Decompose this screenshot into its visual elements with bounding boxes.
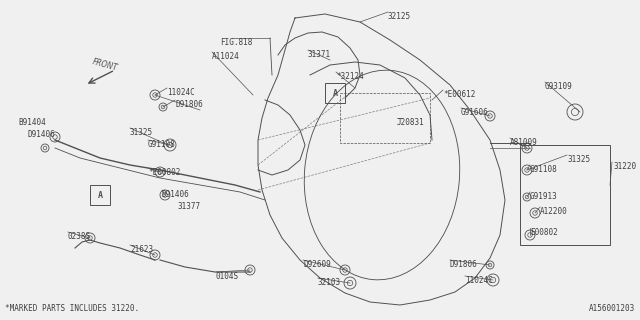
Text: D91406: D91406 xyxy=(28,130,56,139)
Text: A156001203: A156001203 xyxy=(589,304,635,313)
Text: 31220: 31220 xyxy=(613,162,636,171)
Text: A: A xyxy=(333,89,337,98)
Text: 31377: 31377 xyxy=(178,202,201,211)
Text: G93109: G93109 xyxy=(545,82,573,91)
Text: 21623: 21623 xyxy=(130,245,153,254)
Text: 31325: 31325 xyxy=(567,155,590,164)
Text: 11024C: 11024C xyxy=(465,276,493,285)
Text: A12200: A12200 xyxy=(540,207,568,216)
Text: *32124: *32124 xyxy=(336,72,364,81)
Text: 32103: 32103 xyxy=(318,278,341,287)
Text: D92609: D92609 xyxy=(303,260,331,269)
Text: FRONT: FRONT xyxy=(92,57,119,73)
Text: A81009: A81009 xyxy=(510,138,538,147)
Text: G91913: G91913 xyxy=(530,192,557,201)
Text: D91406: D91406 xyxy=(162,190,189,199)
Text: 0104S: 0104S xyxy=(216,272,239,281)
Text: D91806: D91806 xyxy=(175,100,203,109)
Text: 32125: 32125 xyxy=(388,12,411,21)
Bar xyxy=(520,145,610,245)
Bar xyxy=(340,93,430,143)
Text: G91606: G91606 xyxy=(461,108,489,117)
Text: G91108: G91108 xyxy=(148,140,176,149)
Text: B91404: B91404 xyxy=(18,118,45,127)
Text: *MARKED PARTS INCLUDES 31220.: *MARKED PARTS INCLUDES 31220. xyxy=(5,304,139,313)
Text: A11024: A11024 xyxy=(212,52,240,61)
Text: 11024C: 11024C xyxy=(167,88,195,97)
Text: 31371: 31371 xyxy=(308,50,331,59)
Text: A: A xyxy=(97,190,102,199)
Text: 0238S: 0238S xyxy=(68,232,91,241)
Text: D91806: D91806 xyxy=(450,260,477,269)
Text: *E00612: *E00612 xyxy=(443,90,476,99)
Text: FIG.818: FIG.818 xyxy=(220,38,252,47)
Text: *E00802: *E00802 xyxy=(148,168,180,177)
Text: J20831: J20831 xyxy=(397,118,425,127)
Text: G91108: G91108 xyxy=(530,165,557,174)
Text: E00802: E00802 xyxy=(530,228,557,237)
Text: 31325: 31325 xyxy=(130,128,153,137)
